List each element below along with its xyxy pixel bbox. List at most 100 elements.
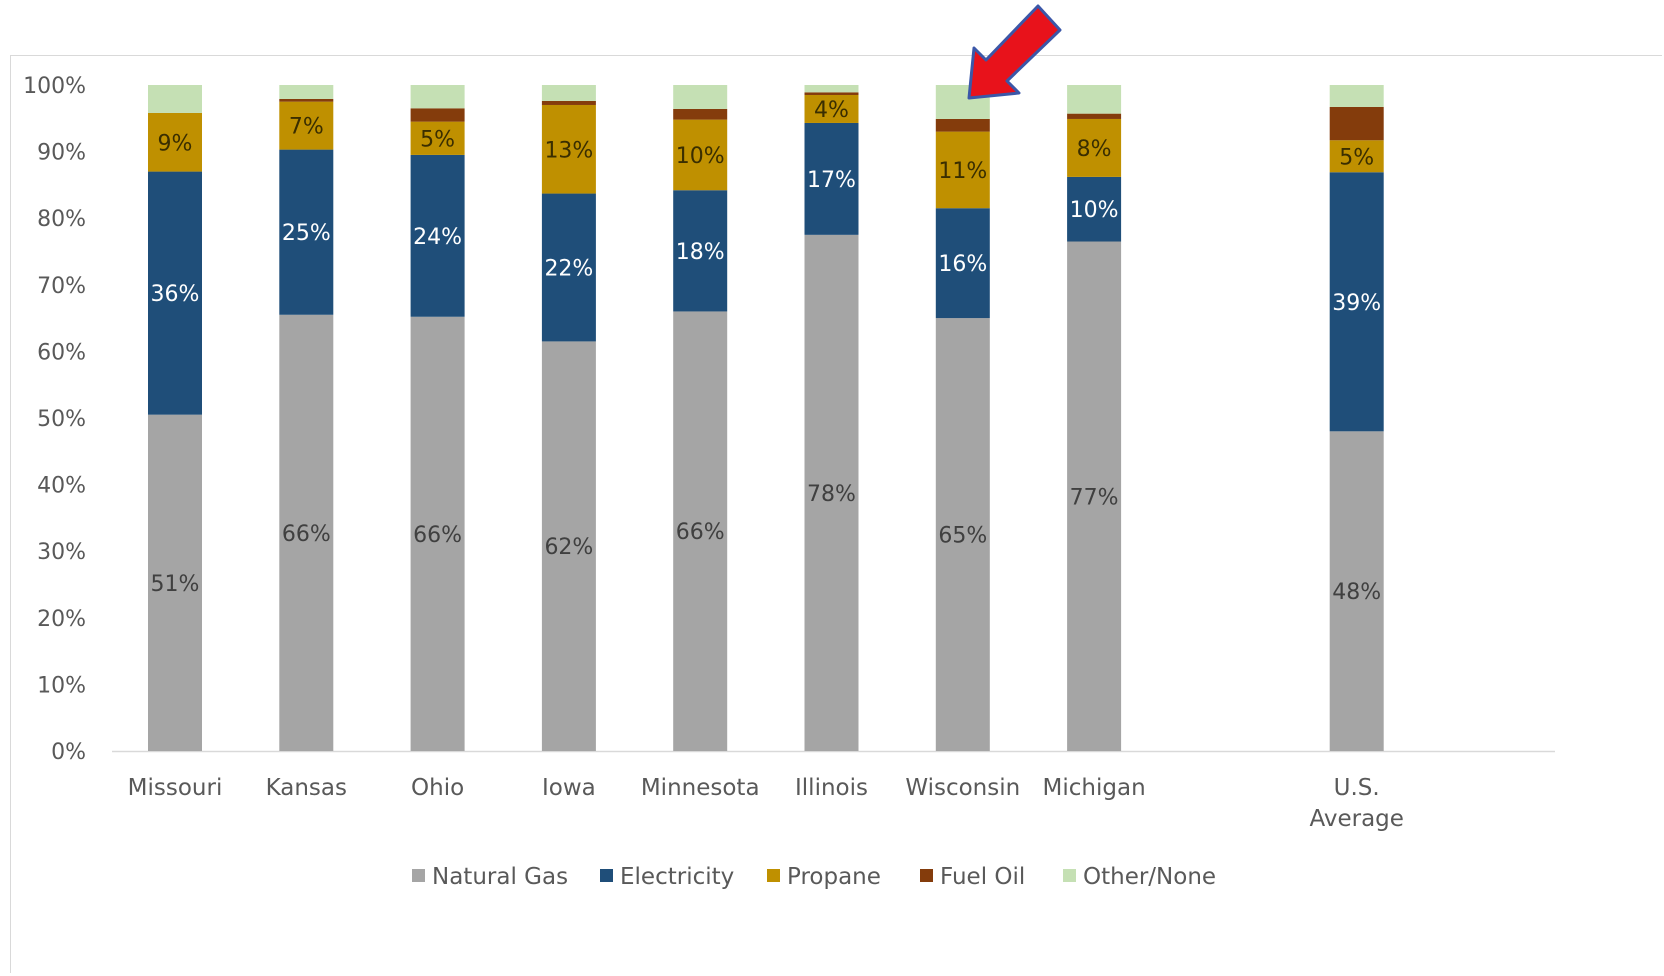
- bar-segment: [1067, 118, 1122, 177]
- x-tick-label: Ohio: [411, 775, 464, 801]
- data-label: 22%: [544, 256, 593, 281]
- bar-segment: [804, 94, 859, 123]
- bar-segment: [279, 98, 334, 102]
- data-label: 24%: [413, 225, 462, 250]
- data-label: 8%: [1077, 137, 1112, 162]
- y-tick-label: 60%: [37, 340, 86, 365]
- data-label: 77%: [1070, 485, 1119, 510]
- bar-segment: [673, 85, 728, 109]
- bar-segment: [1329, 140, 1384, 173]
- bar-segment: [804, 122, 859, 235]
- bar-stack: 66% 18% 10%: [673, 85, 728, 751]
- y-axis: 0% 10% 20% 30% 40% 50% 60% 70% 80% 90% 100%: [23, 74, 86, 765]
- bar-segment: [935, 318, 990, 751]
- legend-swatch: [920, 869, 933, 882]
- data-label: 9%: [158, 131, 193, 156]
- data-label: 13%: [544, 138, 593, 163]
- bar-segment: [1329, 106, 1384, 141]
- legend-swatch: [412, 869, 425, 882]
- bar-segment: [410, 85, 465, 109]
- bar-segment: [804, 85, 859, 93]
- bar-segment: [1329, 85, 1384, 107]
- bar-stack: 66% 24% 5%: [410, 85, 465, 751]
- legend-item: Natural Gas: [412, 864, 568, 890]
- bar-segment: [1329, 431, 1384, 751]
- data-label: 66%: [282, 522, 331, 547]
- y-tick-label: 40%: [37, 474, 86, 499]
- data-label: 66%: [676, 520, 725, 545]
- data-label: 17%: [807, 168, 856, 193]
- x-tick-label: Minnesota: [641, 775, 760, 801]
- bar-segment: [541, 104, 596, 194]
- data-label: 65%: [938, 524, 987, 549]
- bar-segment: [1067, 85, 1122, 114]
- bar-segment: [279, 101, 334, 150]
- data-label: 62%: [544, 535, 593, 560]
- data-label: 4%: [814, 98, 849, 123]
- legend-label: Natural Gas: [432, 864, 568, 890]
- x-tick-label: Michigan: [1043, 775, 1146, 801]
- x-tick-label: Iowa: [542, 775, 596, 801]
- x-tick-label: Missouri: [128, 775, 223, 801]
- bar-segment: [935, 131, 990, 209]
- data-label: 5%: [420, 127, 455, 152]
- bar-segment: [410, 154, 465, 317]
- x-tick-label: Average: [1309, 806, 1403, 832]
- legend-item: Electricity: [600, 864, 734, 890]
- bar-segment: [1067, 113, 1122, 119]
- legend-item: Other/None: [1063, 864, 1216, 890]
- legend-swatch: [600, 869, 613, 882]
- bar-stack: 65% 16% 11%: [935, 85, 990, 751]
- bar-segment: [410, 108, 465, 122]
- y-tick-label: 30%: [37, 540, 86, 565]
- bar-segment: [1329, 172, 1384, 432]
- x-axis: Missouri Kansas Ohio Iowa Minnesota Illinois W…: [112, 750, 1555, 832]
- bar-segment: [279, 85, 334, 99]
- arrow-shape: [967, 4, 1062, 100]
- bar-segment: [673, 311, 728, 751]
- bar-segment: [1067, 241, 1122, 751]
- y-tick-label: 90%: [37, 141, 86, 166]
- bars: 51% 36% 9% 66% 25% 7% 66% 24% 5% 62% 22% 13% 66% 18% 1…: [148, 85, 1384, 752]
- data-label: 10%: [676, 144, 725, 169]
- bar-segment: [541, 341, 596, 751]
- y-tick-label: 100%: [23, 74, 86, 99]
- bar-segment: [1067, 176, 1122, 242]
- legend-label: Fuel Oil: [940, 864, 1025, 890]
- data-label: 7%: [289, 115, 324, 140]
- bar-segment: [541, 100, 596, 105]
- bar-segment: [541, 85, 596, 101]
- bar-segment: [541, 193, 596, 342]
- bar-segment: [410, 316, 465, 751]
- bar-segment: [279, 149, 334, 315]
- data-label: 25%: [282, 221, 331, 246]
- bar-stack: 66% 25% 7%: [279, 85, 334, 751]
- y-tick-label: 50%: [37, 407, 86, 432]
- bar-segment: [804, 234, 859, 752]
- bar-stack: 77% 10% 8%: [1067, 85, 1122, 751]
- data-label: 18%: [676, 240, 725, 265]
- bar-segment: [935, 118, 990, 132]
- y-tick-label: 20%: [37, 607, 86, 632]
- bar-segment: [148, 85, 202, 113]
- data-label: 39%: [1332, 291, 1381, 316]
- legend-label: Other/None: [1083, 864, 1216, 890]
- bar-segment: [804, 92, 859, 95]
- bar-segment: [148, 414, 202, 751]
- data-label: 66%: [413, 523, 462, 548]
- data-label: 78%: [807, 482, 856, 507]
- bar-stack: 78% 17% 4%: [804, 85, 859, 752]
- data-label: 11%: [938, 159, 987, 184]
- legend-item: Fuel Oil: [920, 864, 1025, 890]
- data-label: 10%: [1070, 198, 1119, 223]
- bar-segment: [279, 314, 334, 751]
- data-label: 48%: [1332, 580, 1381, 605]
- chart-frame: [10, 55, 1662, 973]
- y-tick-label: 70%: [37, 274, 86, 299]
- bar-segment: [935, 208, 990, 319]
- y-tick-label: 10%: [37, 673, 86, 698]
- legend-swatch: [1063, 869, 1076, 882]
- bar-segment: [410, 121, 465, 155]
- data-label: 51%: [151, 572, 200, 597]
